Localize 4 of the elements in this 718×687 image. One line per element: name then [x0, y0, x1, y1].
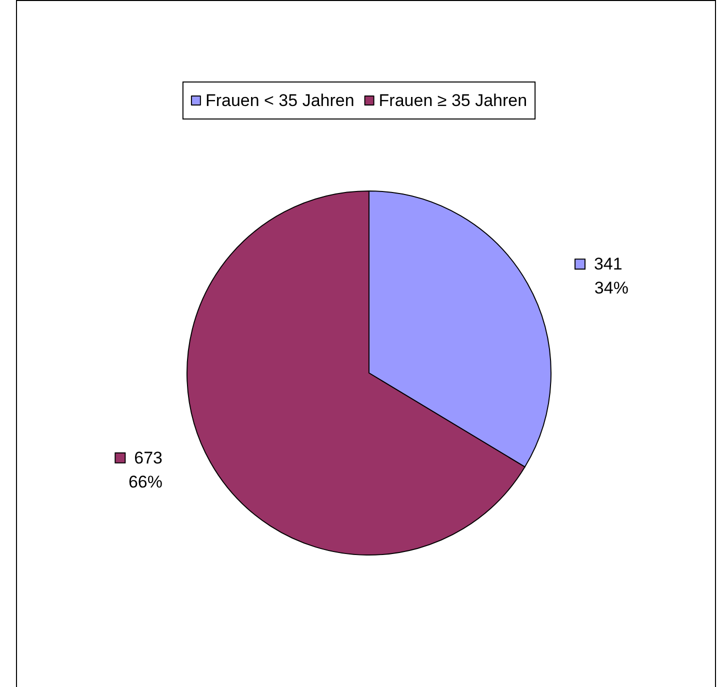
data-label: 673 66%	[110, 448, 162, 492]
legend-label: Frauen ≥ 35 Jahren	[378, 91, 528, 110]
data-label: 341 34%	[576, 254, 628, 298]
legend-label: Frauen < 35 Jahren	[205, 91, 354, 110]
